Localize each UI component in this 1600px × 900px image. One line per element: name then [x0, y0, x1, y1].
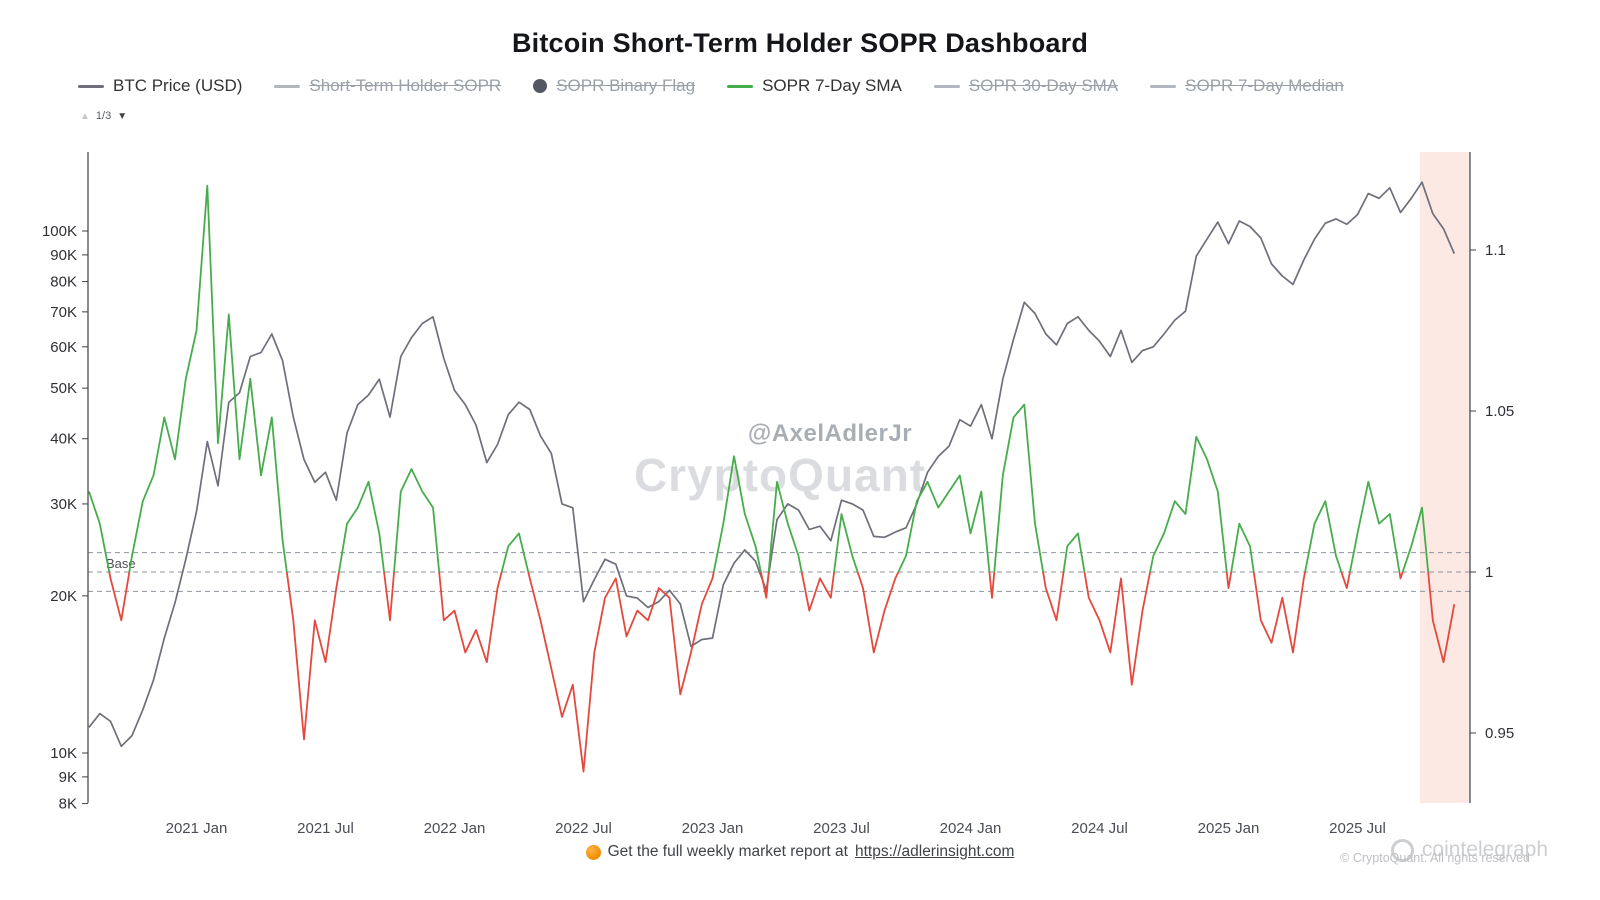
x-axis-tick-label: 2023 Jan [682, 820, 744, 837]
left-axis-tick-label: 30K [50, 496, 77, 513]
x-axis-tick-label: 2022 Jan [424, 820, 486, 837]
pager-up-icon[interactable]: ▲ [80, 110, 90, 122]
copyright-text: © CryptoQuant. All rights reserved [1340, 851, 1530, 865]
line-marker-icon [933, 84, 960, 88]
sopr-sma-line-above-base [88, 184, 1430, 572]
left-axis-tick-label: 20K [50, 588, 77, 605]
footer-link[interactable]: https://adlerinsight.com [854, 843, 1015, 860]
x-axis-tick-label: 2023 Jul [813, 820, 870, 837]
left-axis-tick-label: 60K [50, 339, 77, 356]
x-axis-tick-label: 2021 Jul [297, 820, 354, 837]
legend-item-sopr-7-day-median[interactable]: SOPR 7-Day Median [1150, 76, 1344, 96]
line-marker-icon [274, 84, 301, 88]
legend-item-label: SOPR Binary Flag [556, 76, 696, 95]
legend-item-sopr-7-day-sma[interactable]: SOPR 7-Day SMA [727, 76, 902, 96]
report-footer: Get the full weekly market report at htt… [0, 843, 1600, 861]
footer-text: Get the full weekly market report at [607, 843, 848, 860]
left-axis-tick-label: 100K [42, 223, 77, 240]
line-marker-icon [78, 84, 104, 88]
legend-item-btc-price-usd[interactable]: BTC Price (USD) [78, 76, 242, 96]
left-axis-tick-label: 80K [50, 274, 77, 291]
line-marker-icon [727, 84, 754, 88]
cointelegraph-watermark-text: cointelegraph [1421, 838, 1548, 861]
base-label: Base [106, 556, 136, 571]
legend-item-label: SOPR 7-Day Median [1185, 76, 1344, 95]
chart-legend: BTC Price (USD) Short-Term Holder SOPR SOP… [78, 76, 1344, 96]
pager-down-icon[interactable]: ▼ [117, 110, 128, 122]
pager-page-label: 1/3 [95, 110, 112, 122]
x-axis-tick-label: 2025 Jan [1198, 820, 1260, 837]
left-axis-tick-label: 8K [59, 796, 77, 813]
x-axis-tick-label: 2021 Jan [166, 820, 228, 837]
cointelegraph-logo-icon [1390, 838, 1414, 862]
highlight-region [1419, 152, 1470, 803]
legend-item-sopr-binary-flag[interactable]: SOPR Binary Flag [533, 76, 695, 96]
x-axis-tick-label: 2022 Jul [555, 820, 612, 837]
left-axis-tick-label: 70K [50, 304, 77, 321]
left-axis-tick-label: 90K [50, 247, 77, 264]
orange-circle-icon [585, 844, 601, 860]
legend-item-short-term-holder-sopr[interactable]: Short-Term Holder SOPR [274, 76, 501, 96]
legend-item-label: SOPR 7-Day SMA [762, 76, 902, 95]
right-axis-tick-label: 1.1 [1485, 242, 1506, 259]
left-axis-tick-label: 10K [50, 745, 77, 762]
circle-marker-icon [533, 79, 548, 93]
line-marker-icon [1150, 84, 1177, 88]
x-axis-tick-label: 2024 Jan [940, 820, 1002, 837]
legend-item-label: BTC Price (USD) [113, 76, 243, 95]
right-axis-tick-label: 1.05 [1485, 403, 1514, 420]
x-axis-tick-label: 2025 Jul [1329, 820, 1386, 837]
left-axis-tick-label: 40K [50, 431, 77, 448]
legend-item-label: SOPR 30-Day SMA [968, 76, 1119, 95]
cointelegraph-watermark: cointelegraph [1390, 838, 1548, 862]
x-axis-tick-label: 2024 Jul [1071, 820, 1128, 837]
legend-item-sopr-30-day-sma[interactable]: SOPR 30-Day SMA [933, 76, 1119, 96]
btc-price-line [88, 181, 1456, 748]
left-axis-tick-label: 9K [59, 769, 77, 786]
watermark-author: @AxelAdlerJr [747, 420, 913, 447]
legend-pager: ▲ 1/3 ▼ [80, 110, 127, 122]
legend-item-label: Short-Term Holder SOPR [309, 76, 502, 95]
page-title: Bitcoin Short-Term Holder SOPR Dashboard [511, 28, 1089, 58]
sopr-sma-line-below-base [108, 572, 1456, 773]
right-axis-tick-label: 1 [1485, 564, 1493, 581]
left-axis-tick-label: 50K [50, 380, 77, 397]
right-axis-tick-label: 0.95 [1485, 725, 1514, 742]
